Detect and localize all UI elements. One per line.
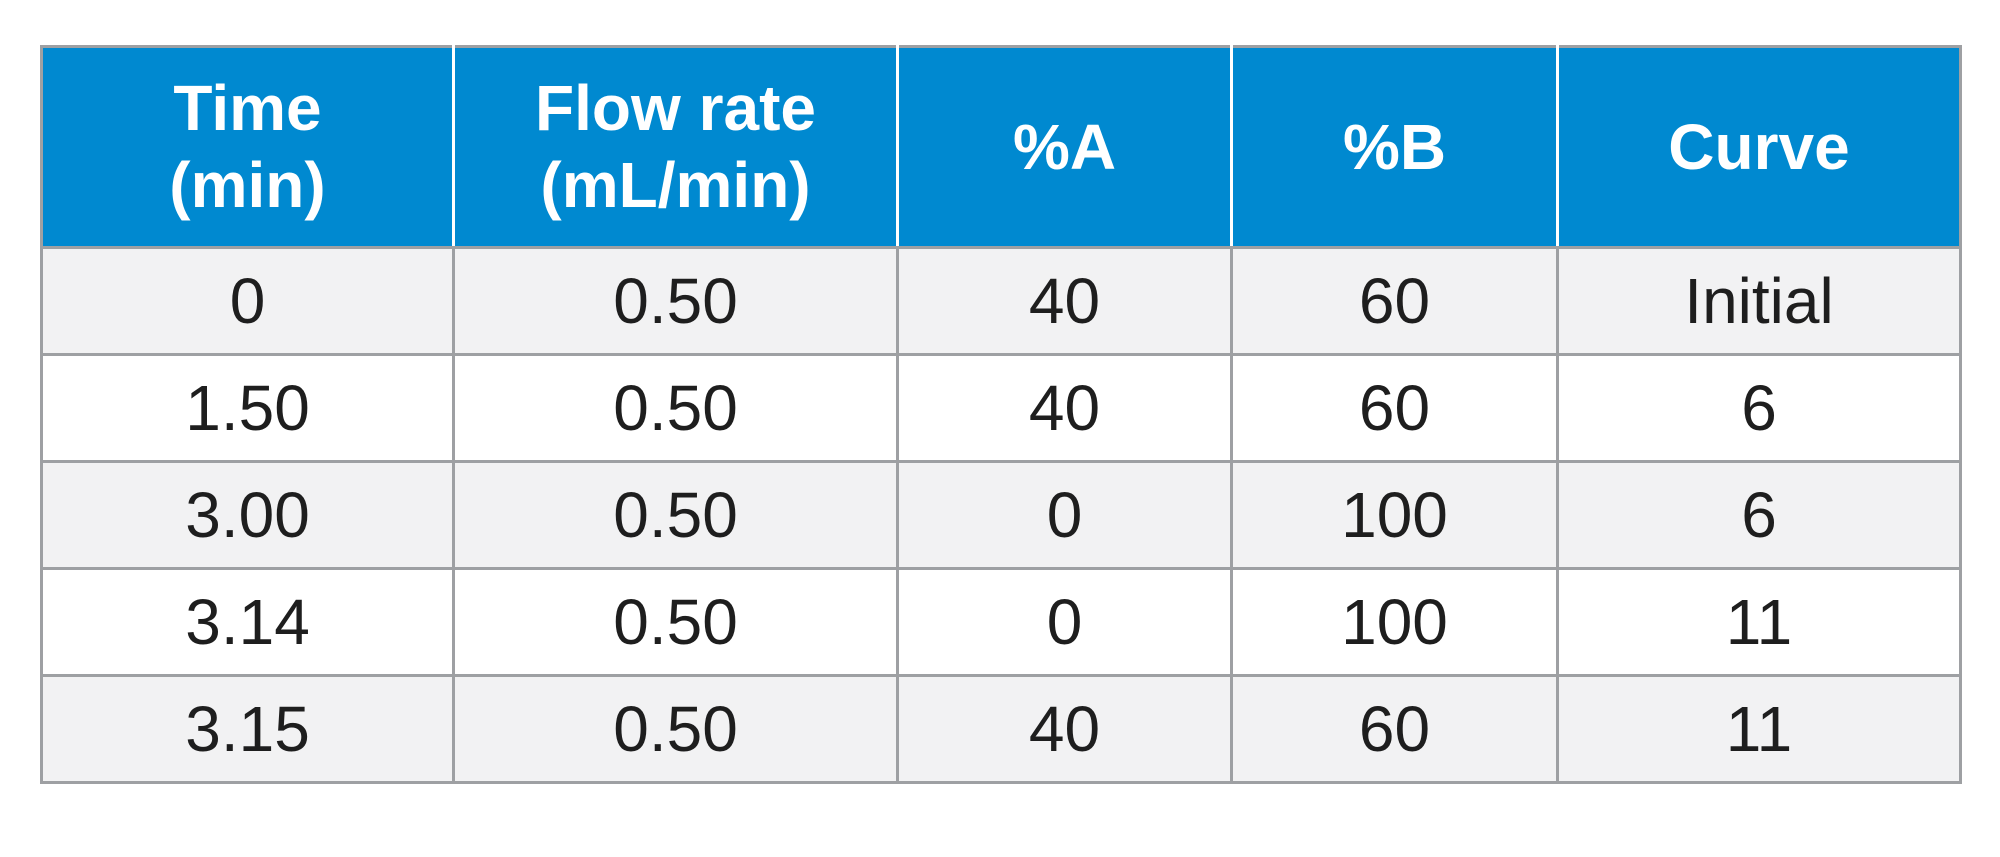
cell-curve: 6 (1556, 460, 1962, 570)
cell-time: 3.00 (40, 460, 455, 570)
cell-time: 1.50 (40, 353, 455, 463)
header-curve-label: Curve (1668, 110, 1850, 183)
cell-percent-a: 40 (896, 674, 1233, 784)
table-row: 1.50 0.50 40 60 6 (40, 353, 1962, 463)
gradient-table: Time (min) Flow rate (mL/min) %A %B Curv… (40, 45, 1962, 784)
cell-time: 3.15 (40, 674, 455, 784)
cell-flow-rate: 0.50 (452, 460, 899, 570)
header-time: Time (min) (40, 45, 455, 249)
cell-flow-rate: 0.50 (452, 567, 899, 677)
header-flow-rate-unit: (mL/min) (540, 149, 811, 221)
cell-flow-rate: 0.50 (452, 674, 899, 784)
cell-percent-a: 0 (896, 567, 1233, 677)
header-time-label: Time (173, 72, 322, 145)
header-percent-a: %A (896, 45, 1233, 249)
cell-percent-b: 100 (1230, 460, 1559, 570)
cell-percent-a: 40 (896, 246, 1233, 356)
cell-flow-rate: 0.50 (452, 353, 899, 463)
cell-flow-rate: 0.50 (452, 246, 899, 356)
gradient-table-container: Time (min) Flow rate (mL/min) %A %B Curv… (40, 45, 1962, 784)
cell-curve: 11 (1556, 567, 1962, 677)
table-row: 0 0.50 40 60 Initial (40, 246, 1962, 356)
table-row: 3.00 0.50 0 100 6 (40, 460, 1962, 570)
cell-time: 3.14 (40, 567, 455, 677)
cell-percent-b: 60 (1230, 353, 1559, 463)
header-curve: Curve (1556, 45, 1962, 249)
cell-percent-a: 0 (896, 460, 1233, 570)
header-row: Time (min) Flow rate (mL/min) %A %B Curv… (40, 45, 1962, 249)
header-percent-b-label: %B (1342, 110, 1447, 183)
table-row: 3.15 0.50 40 60 11 (40, 674, 1962, 784)
table-row: 3.14 0.50 0 100 11 (40, 567, 1962, 677)
header-percent-a-label: %A (1012, 110, 1117, 183)
cell-percent-b: 60 (1230, 674, 1559, 784)
cell-percent-b: 60 (1230, 246, 1559, 356)
cell-percent-a: 40 (896, 353, 1233, 463)
cell-curve: 11 (1556, 674, 1962, 784)
header-flow-rate-label: Flow rate (535, 72, 816, 145)
cell-percent-b: 100 (1230, 567, 1559, 677)
cell-time: 0 (40, 246, 455, 356)
header-percent-b: %B (1230, 45, 1559, 249)
header-time-unit: (min) (169, 149, 326, 221)
cell-curve: 6 (1556, 353, 1962, 463)
cell-curve: Initial (1556, 246, 1962, 356)
header-flow-rate: Flow rate (mL/min) (452, 45, 899, 249)
